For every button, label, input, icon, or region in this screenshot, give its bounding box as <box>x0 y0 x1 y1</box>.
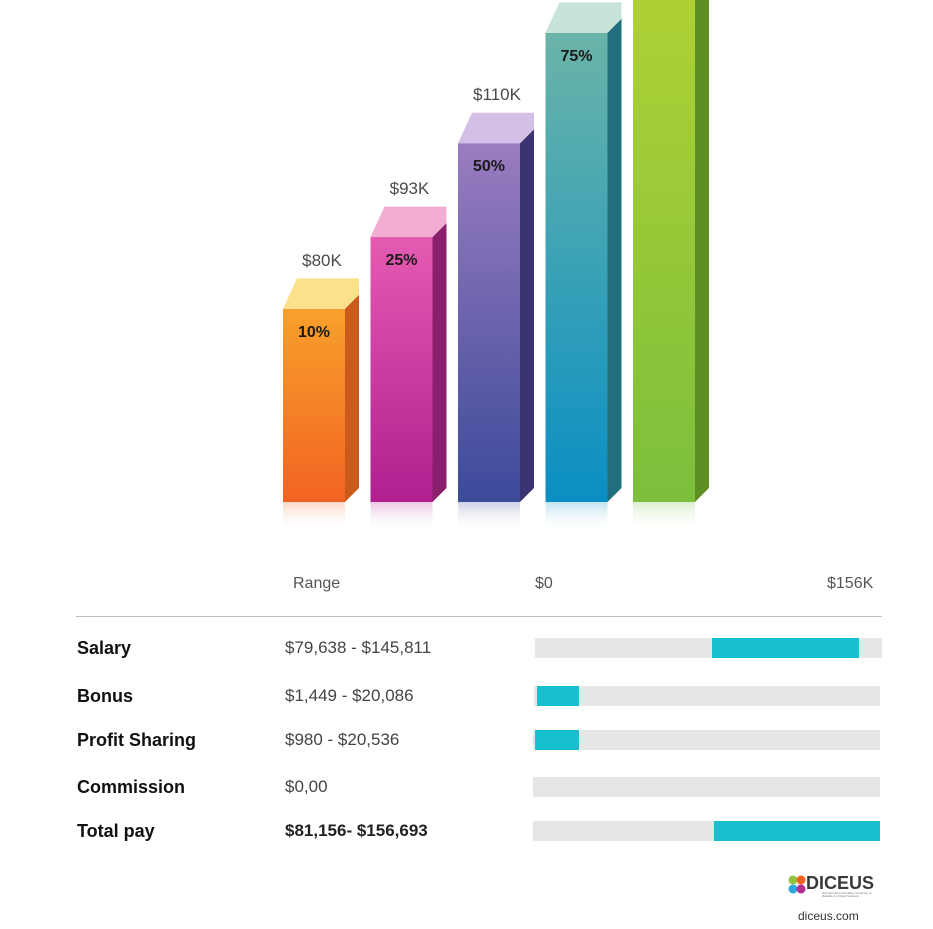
table-row: Salary $79,638 - $145,811 <box>0 636 933 660</box>
header-divider <box>76 616 882 617</box>
bar-value-label: $93K <box>390 179 430 198</box>
range-fill <box>537 686 579 706</box>
row-label: Profit Sharing <box>77 730 197 750</box>
row-label: Total pay <box>77 821 155 841</box>
bar-side <box>345 294 359 502</box>
logo-tagline: Development Innovation Company of Reliab… <box>822 891 872 898</box>
bar-side <box>432 223 447 503</box>
table-row: Commission $0,00 <box>0 775 933 799</box>
range-track <box>533 777 880 797</box>
bar-percentile-label: 75% <box>560 48 592 65</box>
row-range-text: $0,00 <box>285 777 328 796</box>
logo-wordmark: DICEUS <box>806 873 875 893</box>
row-range-text: $1,449 - $20,086 <box>285 686 414 705</box>
bar-top <box>370 206 447 238</box>
bar <box>633 0 695 502</box>
row-label: Commission <box>77 777 186 797</box>
bar <box>370 237 433 503</box>
bar-reflection <box>633 502 695 532</box>
bar-percentile-label: 10% <box>298 324 330 341</box>
range-fill <box>713 821 880 841</box>
bar-side <box>695 0 709 502</box>
row-range-text: $81,156- $156,693 <box>285 821 428 840</box>
bar-top <box>283 278 359 309</box>
bar-reflection <box>370 502 433 532</box>
row-label: Bonus <box>77 686 133 706</box>
range-track <box>534 686 880 706</box>
bar-value-label: $110K <box>473 85 522 104</box>
range-fill <box>535 730 579 750</box>
bar-top <box>458 112 534 144</box>
table-row: Profit Sharing $980 - $20,536 <box>0 728 933 752</box>
range-fill <box>712 638 860 658</box>
axis-min-label: $0 <box>535 575 553 592</box>
bar-side <box>607 18 622 503</box>
bar <box>283 308 345 502</box>
axis-max-label: $156K <box>827 575 874 592</box>
row-label: Salary <box>77 638 132 658</box>
bar <box>545 32 608 503</box>
row-range-text: $79,638 - $145,811 <box>285 638 432 657</box>
diceus-logo: DICEUS Development Innovation Company of… <box>788 873 888 923</box>
bar-side <box>520 129 534 502</box>
bar <box>458 143 520 502</box>
bar-value-label: $80K <box>302 251 342 270</box>
range-track <box>533 821 880 841</box>
row-range-text: $980 - $20,536 <box>285 730 400 749</box>
range-track <box>535 638 882 658</box>
diceus-logo-icon <box>788 875 806 894</box>
logo-url: diceus.com <box>798 909 859 923</box>
table-row: Total pay $81,156- $156,693 <box>0 819 933 843</box>
bar-percentile-label: 25% <box>385 252 417 269</box>
bar-reflection <box>283 502 345 532</box>
bar-reflection <box>458 502 520 532</box>
table-row: Bonus $1,449 - $20,086 <box>0 684 933 708</box>
bar-top <box>545 2 622 33</box>
bar-percentile-label: 50% <box>473 158 505 175</box>
range-column-header: Range <box>293 575 341 592</box>
bar-reflection <box>545 502 608 532</box>
range-track <box>533 730 880 750</box>
